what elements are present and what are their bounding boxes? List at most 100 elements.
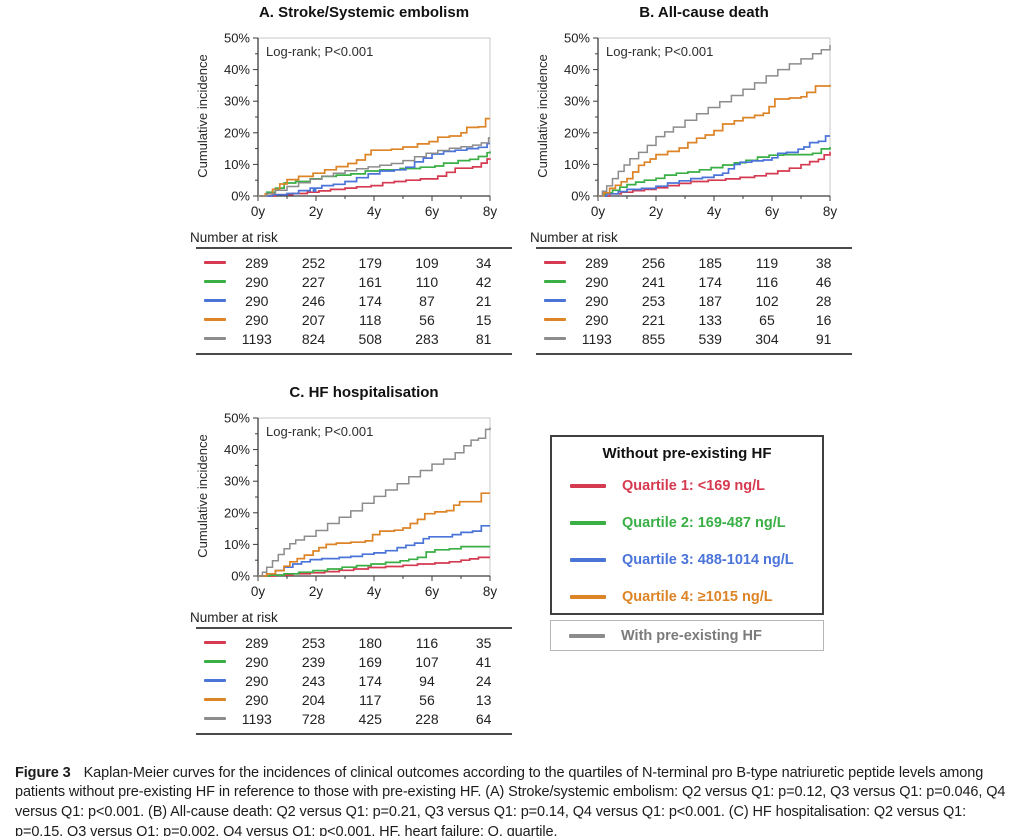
censor-mark — [312, 188, 317, 193]
nar-value: 204 — [301, 691, 326, 708]
x-tick-label: 4y — [367, 584, 382, 599]
legend-label-q4: Quartile 4: ≥1015 ng/L — [622, 588, 773, 605]
nar-series-chip — [536, 299, 568, 302]
panel-c: C. HF hospitalisation Cumulative inciden… — [182, 384, 530, 740]
nar-value: 179 — [358, 254, 382, 271]
nar-value: 283 — [415, 330, 439, 347]
nar-value: 110 — [415, 273, 439, 290]
axis-tick-labels: 0% 10% 20% 30% 40% 50% 0y 2y 4y 6y 8y — [224, 411, 497, 600]
y-tick-label: 20% — [224, 505, 250, 520]
nar-series-chip — [536, 280, 568, 283]
nar-value: 174 — [698, 273, 722, 290]
nar-value: 1193 — [581, 330, 612, 347]
nar-value: 28 — [815, 292, 832, 309]
y-tick-label: 40% — [564, 62, 590, 77]
nar-value: 187 — [698, 292, 722, 309]
nar-value: 290 — [245, 292, 269, 309]
nar-value: 256 — [641, 254, 666, 271]
nar-value: 133 — [698, 311, 722, 328]
nar-value: 174 — [358, 292, 382, 309]
nar-series-chip — [196, 280, 228, 283]
y-tick-label: 10% — [224, 537, 250, 552]
nar-value: 290 — [585, 273, 609, 290]
nar-value: 46 — [815, 273, 832, 290]
nar-value: 243 — [301, 672, 326, 689]
km-curve-q4 — [258, 492, 490, 577]
x-tick-label: 0y — [591, 204, 606, 219]
figure-caption: Figure 3 Kaplan-Meier curves for the inci… — [15, 764, 1010, 836]
legend-item-q2: Quartile 2: 169-487 ng/L — [570, 513, 822, 532]
nar-value: 228 — [415, 710, 439, 727]
km-chart-b: 0% 10% 20% 30% 40% 50% 0y 2y 4y 6y 8y Log-rank; P<0… — [564, 31, 837, 220]
nar-row: 290 204 117 56 13 — [196, 690, 512, 709]
nar-row: 290 241 174 116 46 — [536, 272, 852, 291]
km-curve-q1 — [258, 158, 491, 197]
panel-b: B. All-cause death Cumulative incidence … — [522, 4, 870, 360]
x-tick-label: 2y — [309, 204, 324, 219]
x-tick-label: 0y — [251, 584, 266, 599]
legend-item-q4: Quartile 4: ≥1015 ng/L — [570, 587, 822, 606]
nar-series-chip — [196, 660, 228, 663]
nar-value: 94 — [419, 672, 435, 689]
x-tick-label: 4y — [367, 204, 382, 219]
x-tick-label: 6y — [765, 204, 780, 219]
nar-value: 508 — [358, 330, 382, 347]
log-rank-annotation: Log-rank; P<0.001 — [266, 424, 373, 439]
nar-value: 227 — [301, 273, 326, 290]
x-tick-label: 6y — [425, 204, 440, 219]
log-rank-annotation: Log-rank; P<0.001 — [606, 44, 713, 59]
nar-value: 56 — [419, 691, 435, 708]
km-curve-q2 — [598, 147, 831, 197]
panel-a-number-at-risk-table: 289 252 179 109 34 290 227 161 110 42 290 246 174 87 2… — [196, 247, 512, 355]
nar-value: 246 — [301, 292, 326, 309]
x-tick-label: 2y — [309, 584, 324, 599]
km-curve-q3 — [258, 142, 490, 197]
y-tick-label: 20% — [564, 125, 590, 140]
nar-value: 185 — [698, 254, 722, 271]
km-curve-q3 — [598, 135, 830, 197]
axis-tick-labels: 0% 10% 20% 30% 40% 50% 0y 2y 4y 6y 8y — [564, 31, 837, 220]
nar-row: 289 256 185 119 38 — [536, 253, 852, 272]
panel-b-number-at-risk-label: Number at risk — [530, 230, 618, 245]
nar-value: 290 — [245, 653, 269, 670]
km-curve-preexisting — [598, 45, 831, 197]
nar-value: 290 — [585, 311, 609, 328]
nar-value: 118 — [359, 311, 382, 328]
nar-row: 290 221 133 65 16 — [536, 310, 852, 329]
legend-label-q1: Quartile 1: <169 ng/L — [622, 477, 766, 494]
legend-label-preexisting: With pre-existing HF — [621, 627, 762, 644]
nar-series-chip — [536, 318, 568, 321]
nar-value: 116 — [755, 273, 779, 290]
nar-value: 252 — [301, 254, 326, 271]
km-curve-q1 — [598, 151, 831, 197]
x-tick-label: 2y — [649, 204, 664, 219]
nar-value: 81 — [475, 330, 492, 347]
nar-value: 13 — [475, 691, 492, 708]
nar-value: 253 — [641, 292, 666, 309]
nar-value: 161 — [358, 273, 382, 290]
nar-value: 855 — [641, 330, 666, 347]
legend-label-q2: Quartile 2: 169-487 ng/L — [622, 514, 786, 531]
nar-value: 41 — [475, 653, 492, 670]
nar-value: 824 — [301, 330, 326, 347]
axis-ticks — [253, 417, 491, 581]
nar-series-chip — [196, 318, 228, 321]
y-tick-label: 20% — [224, 125, 250, 140]
nar-value: 728 — [301, 710, 326, 727]
nar-row: 1193 824 508 283 81 — [196, 329, 512, 348]
nar-value: 289 — [245, 254, 269, 271]
x-tick-label: 8y — [823, 204, 838, 219]
x-tick-label: 8y — [483, 204, 498, 219]
nar-series-chip — [196, 299, 228, 302]
km-curve-preexisting — [258, 137, 490, 197]
panel-c-number-at-risk-table: 289 253 180 116 35 290 239 169 107 41 290 243 174 94 2… — [196, 627, 512, 735]
y-tick-label: 40% — [224, 62, 250, 77]
nar-row: 290 239 169 107 41 — [196, 652, 512, 671]
x-tick-label: 0y — [251, 204, 266, 219]
nar-value: 174 — [358, 672, 382, 689]
nar-value: 290 — [245, 311, 269, 328]
nar-series-chip — [196, 698, 228, 701]
nar-value: 34 — [475, 254, 492, 271]
nar-row: 290 207 118 56 15 — [196, 310, 512, 329]
y-tick-label: 0% — [571, 189, 590, 204]
